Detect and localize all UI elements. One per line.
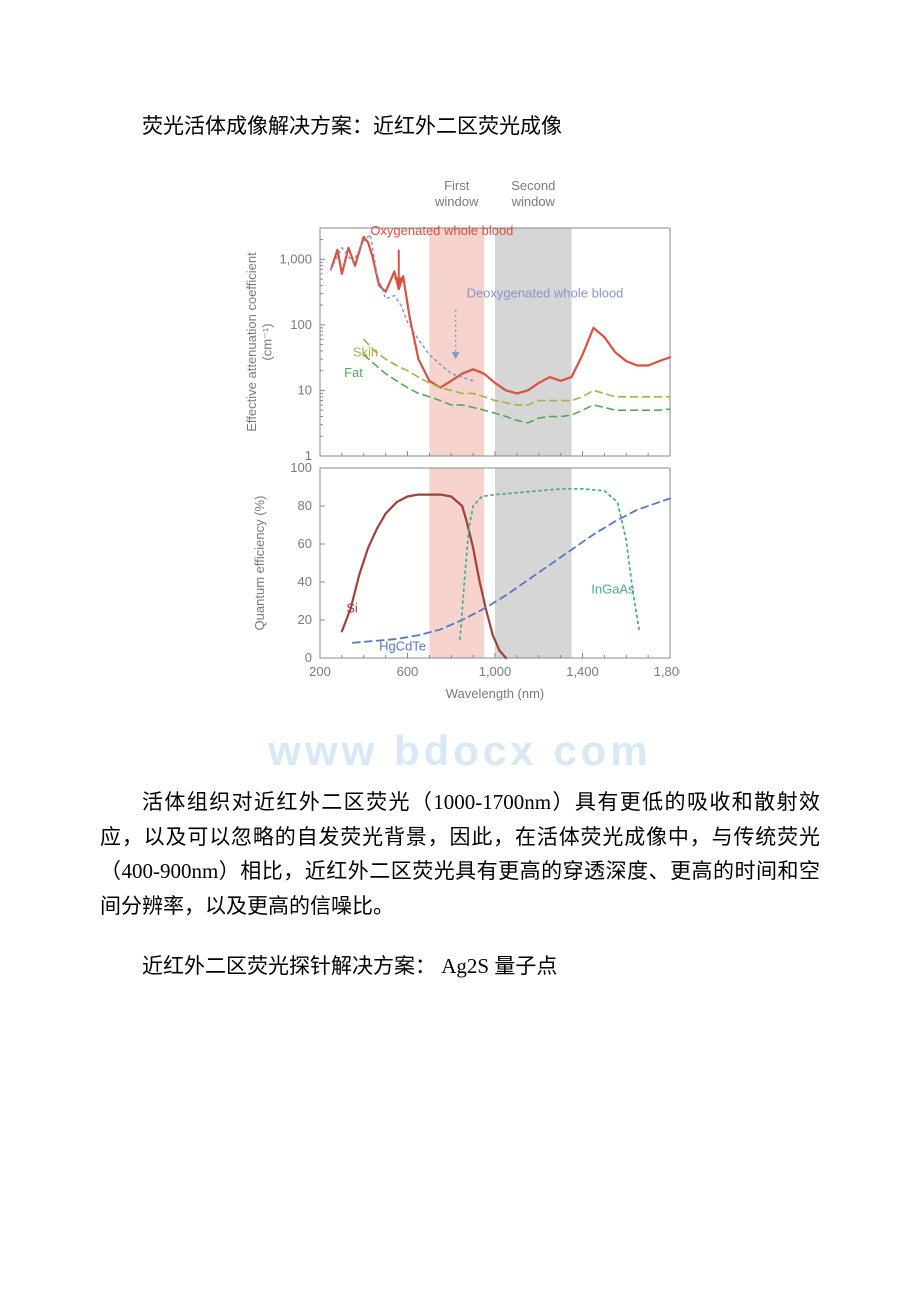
svg-text:40: 40 bbox=[298, 574, 312, 589]
svg-text:Skin: Skin bbox=[353, 344, 378, 359]
svg-text:20: 20 bbox=[298, 612, 312, 627]
svg-text:Second: Second bbox=[511, 178, 555, 193]
svg-text:First: First bbox=[444, 178, 470, 193]
body-paragraph: 活体组织对近红外二区荧光（1000-1700nm）具有更低的吸收和散射效应，以及… bbox=[100, 785, 820, 924]
attenuation-qe-chart: FirstwindowSecondwindow2006001,0001,4001… bbox=[240, 168, 680, 728]
svg-text:window: window bbox=[511, 194, 556, 209]
svg-text:Effective attenuation coeffici: Effective attenuation coefficient(cm⁻¹) bbox=[244, 252, 275, 432]
svg-text:200: 200 bbox=[309, 664, 331, 679]
svg-text:Quantum efficiency (%): Quantum efficiency (%) bbox=[252, 496, 267, 631]
svg-text:window: window bbox=[434, 194, 479, 209]
svg-text:1,000: 1,000 bbox=[279, 251, 312, 266]
svg-text:60: 60 bbox=[298, 536, 312, 551]
svg-text:Oxygenated whole blood: Oxygenated whole blood bbox=[370, 223, 513, 238]
svg-text:Wavelength (nm): Wavelength (nm) bbox=[446, 686, 545, 701]
svg-text:Fat: Fat bbox=[344, 365, 363, 380]
svg-text:100: 100 bbox=[290, 460, 312, 475]
svg-text:InGaAs: InGaAs bbox=[591, 581, 635, 596]
svg-text:600: 600 bbox=[397, 664, 419, 679]
section-subtitle: 近红外二区荧光探针解决方案： Ag2S 量子点 bbox=[100, 950, 820, 980]
svg-text:1,400: 1,400 bbox=[566, 664, 599, 679]
watermark-text: www bdocx com bbox=[100, 727, 820, 775]
page-title: 荧光活体成像解决方案：近红外二区荧光成像 bbox=[100, 110, 820, 140]
svg-text:1,800: 1,800 bbox=[654, 664, 680, 679]
svg-text:1,000: 1,000 bbox=[479, 664, 512, 679]
svg-text:Deoxygenated whole blood: Deoxygenated whole blood bbox=[467, 286, 624, 301]
chart-container: FirstwindowSecondwindow2006001,0001,4001… bbox=[240, 168, 680, 733]
svg-text:80: 80 bbox=[298, 498, 312, 513]
svg-text:HgCdTe: HgCdTe bbox=[379, 638, 426, 653]
svg-text:100: 100 bbox=[290, 317, 312, 332]
svg-text:Si: Si bbox=[346, 600, 358, 615]
svg-text:10: 10 bbox=[298, 382, 312, 397]
svg-text:0: 0 bbox=[305, 650, 312, 665]
